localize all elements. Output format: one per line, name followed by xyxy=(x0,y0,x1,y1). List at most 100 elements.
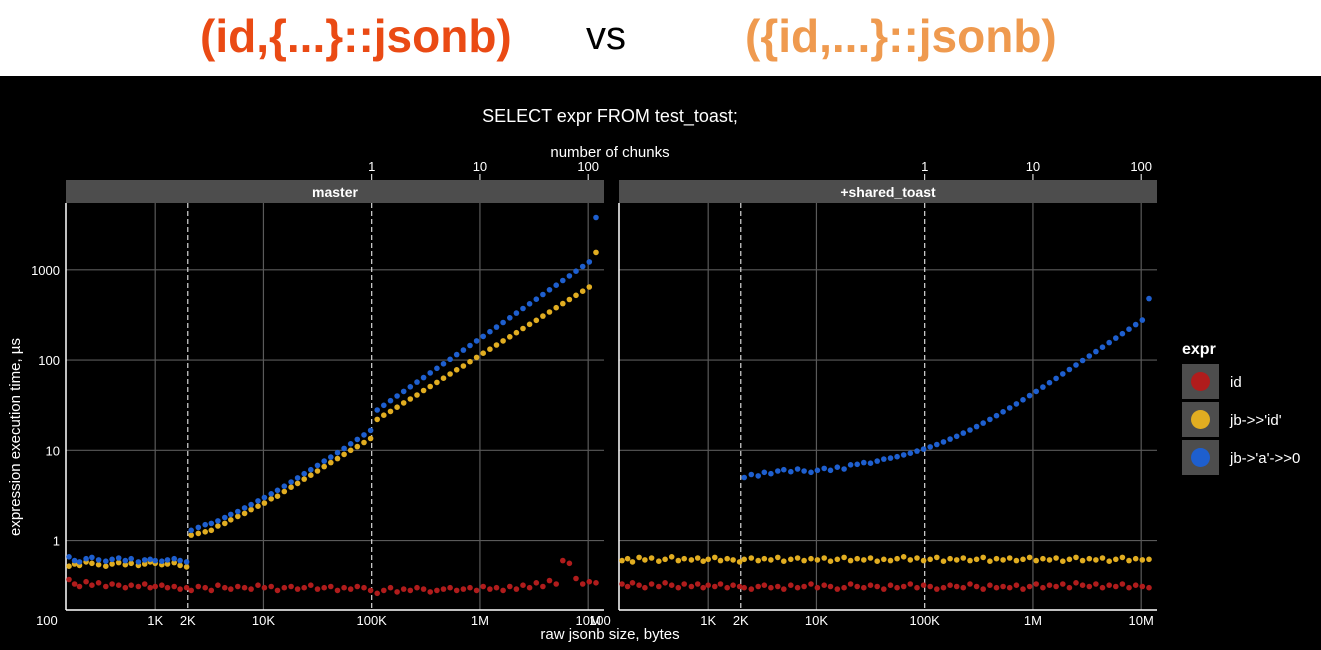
data-point xyxy=(328,583,334,590)
data-point xyxy=(768,470,774,477)
data-point xyxy=(624,555,631,562)
data-point xyxy=(1106,582,1112,588)
y-axis-title: expression execution time, µs xyxy=(7,338,24,536)
data-point xyxy=(487,346,493,353)
data-point xyxy=(694,581,701,587)
data-point xyxy=(288,479,294,485)
legend-marker xyxy=(1191,410,1210,429)
data-point xyxy=(894,584,900,591)
data-point xyxy=(321,584,328,591)
data-point xyxy=(1139,317,1146,323)
data-point xyxy=(1093,581,1099,587)
data-point xyxy=(629,559,636,565)
data-point xyxy=(619,581,625,587)
data-point xyxy=(400,586,407,592)
data-point xyxy=(188,527,194,534)
series-id xyxy=(619,580,1152,592)
data-point xyxy=(675,584,682,591)
data-point xyxy=(361,584,367,591)
data-point xyxy=(135,559,142,565)
data-point xyxy=(434,379,440,386)
data-point xyxy=(1132,555,1139,562)
data-point xyxy=(1053,375,1059,382)
data-point xyxy=(675,557,682,564)
data-point xyxy=(147,584,153,591)
data-point xyxy=(347,586,354,592)
data-point xyxy=(328,459,334,466)
data-point xyxy=(1053,583,1059,590)
data-point xyxy=(960,555,967,561)
data-point xyxy=(1126,557,1132,564)
data-point xyxy=(656,583,662,590)
right-expression-title: ({id,...}::jsonb) xyxy=(745,10,1057,62)
data-point xyxy=(755,557,761,564)
data-point xyxy=(1126,326,1132,332)
data-point xyxy=(712,554,718,561)
data-point xyxy=(294,480,301,487)
data-point xyxy=(526,584,533,591)
data-point xyxy=(467,584,473,591)
data-point xyxy=(367,427,374,434)
data-point xyxy=(374,590,381,597)
data-point xyxy=(387,408,394,415)
data-point xyxy=(960,430,967,436)
legend-entry-jb-id: jb->>'id' xyxy=(1182,402,1282,437)
data-point xyxy=(579,288,586,294)
data-point xyxy=(235,513,241,520)
data-point xyxy=(394,589,400,595)
data-point xyxy=(624,583,631,590)
data-point xyxy=(736,559,743,565)
data-point xyxy=(447,371,453,377)
data-point xyxy=(761,582,768,588)
data-point xyxy=(1139,583,1146,590)
data-point xyxy=(1126,584,1132,591)
data-point xyxy=(814,467,821,474)
series-id xyxy=(66,557,599,597)
data-point xyxy=(103,583,109,590)
data-point xyxy=(427,589,434,595)
data-point xyxy=(473,587,480,594)
data-point xyxy=(1113,556,1119,563)
facet-label: master xyxy=(312,184,358,200)
data-point xyxy=(1033,388,1039,395)
data-point xyxy=(215,518,221,524)
data-point xyxy=(681,581,687,587)
data-point xyxy=(934,441,940,448)
top-axis-tick-label: 10 xyxy=(473,159,487,174)
data-point xyxy=(1060,558,1066,564)
data-point xyxy=(854,555,860,562)
data-point xyxy=(724,555,730,562)
data-point xyxy=(1099,555,1106,561)
data-point xyxy=(834,586,841,592)
data-point xyxy=(128,560,134,567)
data-point xyxy=(414,392,420,398)
data-point xyxy=(801,468,807,474)
data-point xyxy=(520,305,526,312)
data-point xyxy=(847,462,854,468)
data-point xyxy=(66,576,72,583)
data-point xyxy=(222,584,228,591)
facet-label: +shared_toast xyxy=(840,184,936,200)
y-tick-label: 1000 xyxy=(31,263,60,278)
data-point xyxy=(321,458,328,464)
data-point xyxy=(1099,344,1106,351)
data-point xyxy=(881,456,887,462)
data-point xyxy=(920,557,927,564)
data-point xyxy=(662,556,668,563)
data-point xyxy=(83,555,89,562)
data-point xyxy=(171,559,177,566)
data-point xyxy=(334,455,341,462)
data-point xyxy=(1020,397,1026,403)
data-point xyxy=(801,557,807,564)
data-point xyxy=(152,583,158,590)
data-point xyxy=(177,562,183,569)
data-point xyxy=(1106,558,1112,564)
data-point xyxy=(281,488,288,495)
data-point xyxy=(95,580,102,586)
data-point xyxy=(128,582,134,588)
data-point xyxy=(301,470,308,477)
data-point xyxy=(642,584,648,591)
data-point xyxy=(453,367,460,373)
legend-label: jb->>'id' xyxy=(1229,412,1282,429)
data-point xyxy=(1046,379,1053,386)
